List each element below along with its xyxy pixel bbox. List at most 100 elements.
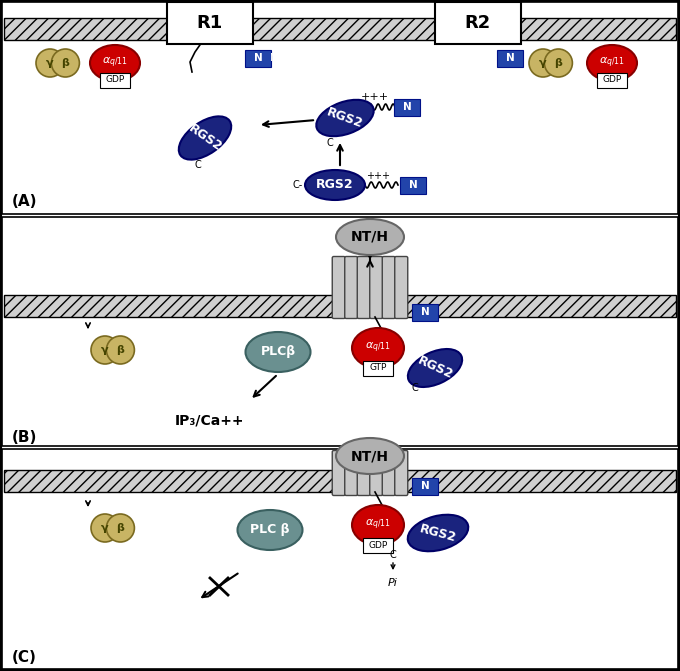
Text: γ: γ — [539, 58, 547, 68]
Ellipse shape — [587, 45, 637, 81]
Text: γ: γ — [46, 58, 54, 68]
Text: GDP: GDP — [369, 541, 388, 550]
Circle shape — [36, 49, 64, 77]
Ellipse shape — [336, 219, 404, 255]
Text: N: N — [409, 180, 418, 190]
FancyBboxPatch shape — [382, 450, 395, 495]
FancyBboxPatch shape — [497, 50, 523, 66]
Text: $\alpha_{q/11}$: $\alpha_{q/11}$ — [599, 56, 625, 70]
FancyBboxPatch shape — [394, 99, 420, 115]
Text: (C): (C) — [12, 650, 37, 666]
Text: N: N — [421, 307, 429, 317]
Text: γ: γ — [101, 523, 109, 533]
Bar — [2, 449, 678, 669]
FancyBboxPatch shape — [363, 360, 393, 376]
FancyBboxPatch shape — [167, 2, 253, 44]
Ellipse shape — [237, 510, 303, 550]
Circle shape — [52, 49, 80, 77]
Text: C: C — [194, 160, 201, 170]
FancyBboxPatch shape — [370, 256, 383, 319]
Ellipse shape — [305, 170, 365, 200]
FancyBboxPatch shape — [441, 3, 454, 44]
Text: N: N — [506, 53, 514, 63]
Text: N: N — [254, 53, 262, 63]
FancyBboxPatch shape — [245, 50, 271, 66]
Circle shape — [91, 514, 119, 542]
Text: β: β — [116, 523, 124, 533]
FancyBboxPatch shape — [454, 3, 466, 44]
Text: GDP: GDP — [105, 76, 124, 85]
Text: N: N — [421, 481, 429, 491]
Text: N: N — [403, 102, 411, 112]
Bar — [2, 217, 678, 446]
Circle shape — [106, 336, 135, 364]
FancyBboxPatch shape — [357, 450, 370, 495]
Text: β: β — [116, 345, 124, 355]
Text: C: C — [326, 138, 333, 148]
FancyBboxPatch shape — [363, 537, 393, 552]
Ellipse shape — [245, 332, 311, 372]
FancyBboxPatch shape — [466, 3, 479, 44]
FancyBboxPatch shape — [490, 3, 503, 44]
Text: R1: R1 — [197, 14, 223, 32]
Text: RGS2: RGS2 — [415, 354, 455, 382]
FancyBboxPatch shape — [370, 450, 383, 495]
Circle shape — [545, 49, 573, 77]
Text: PLC β: PLC β — [250, 523, 290, 537]
Text: NT/H: NT/H — [351, 230, 389, 244]
Text: C: C — [390, 550, 396, 560]
FancyBboxPatch shape — [173, 3, 186, 44]
FancyBboxPatch shape — [333, 256, 345, 319]
Text: NT/H: NT/H — [351, 449, 389, 463]
Text: (A): (A) — [12, 195, 37, 209]
Text: GDP: GDP — [602, 76, 622, 85]
Text: RGS2: RGS2 — [186, 122, 224, 154]
Text: $\alpha_{q/11}$: $\alpha_{q/11}$ — [365, 518, 391, 532]
Text: γ: γ — [101, 345, 109, 355]
Circle shape — [106, 514, 135, 542]
Text: PLCβ: PLCβ — [260, 346, 296, 358]
FancyBboxPatch shape — [400, 176, 426, 193]
FancyBboxPatch shape — [333, 450, 345, 495]
Text: $\alpha_{q/11}$: $\alpha_{q/11}$ — [365, 341, 391, 355]
FancyBboxPatch shape — [4, 295, 676, 317]
Bar — [2, 2, 678, 214]
FancyBboxPatch shape — [222, 3, 235, 44]
Circle shape — [529, 49, 557, 77]
Text: RGS2: RGS2 — [418, 522, 458, 544]
FancyBboxPatch shape — [233, 3, 246, 44]
Text: $\alpha_{q/11}$: $\alpha_{q/11}$ — [102, 56, 128, 70]
FancyBboxPatch shape — [395, 450, 408, 495]
Text: RGS2: RGS2 — [316, 178, 354, 191]
FancyBboxPatch shape — [412, 303, 438, 321]
Ellipse shape — [90, 45, 140, 81]
Text: (B): (B) — [12, 429, 37, 444]
Circle shape — [91, 336, 119, 364]
Ellipse shape — [352, 328, 404, 368]
FancyBboxPatch shape — [435, 2, 521, 44]
FancyBboxPatch shape — [357, 256, 370, 319]
Ellipse shape — [408, 349, 462, 387]
FancyBboxPatch shape — [412, 478, 438, 495]
FancyBboxPatch shape — [395, 256, 408, 319]
Ellipse shape — [336, 438, 404, 474]
FancyBboxPatch shape — [4, 470, 676, 492]
Text: IP₃/Ca++: IP₃/Ca++ — [175, 413, 245, 427]
Text: β: β — [61, 58, 69, 68]
FancyBboxPatch shape — [382, 256, 395, 319]
Text: RGS2: RGS2 — [325, 105, 365, 131]
Ellipse shape — [408, 515, 469, 552]
Text: C: C — [411, 383, 418, 393]
Text: GTP: GTP — [369, 364, 387, 372]
FancyBboxPatch shape — [209, 3, 222, 44]
FancyBboxPatch shape — [100, 72, 130, 87]
Ellipse shape — [179, 116, 231, 160]
FancyBboxPatch shape — [502, 3, 515, 44]
Ellipse shape — [352, 505, 404, 545]
Text: +++: +++ — [361, 92, 389, 102]
FancyBboxPatch shape — [597, 72, 627, 87]
FancyBboxPatch shape — [345, 256, 358, 319]
FancyBboxPatch shape — [345, 450, 358, 495]
Text: β: β — [554, 58, 562, 68]
Text: R2: R2 — [465, 14, 491, 32]
